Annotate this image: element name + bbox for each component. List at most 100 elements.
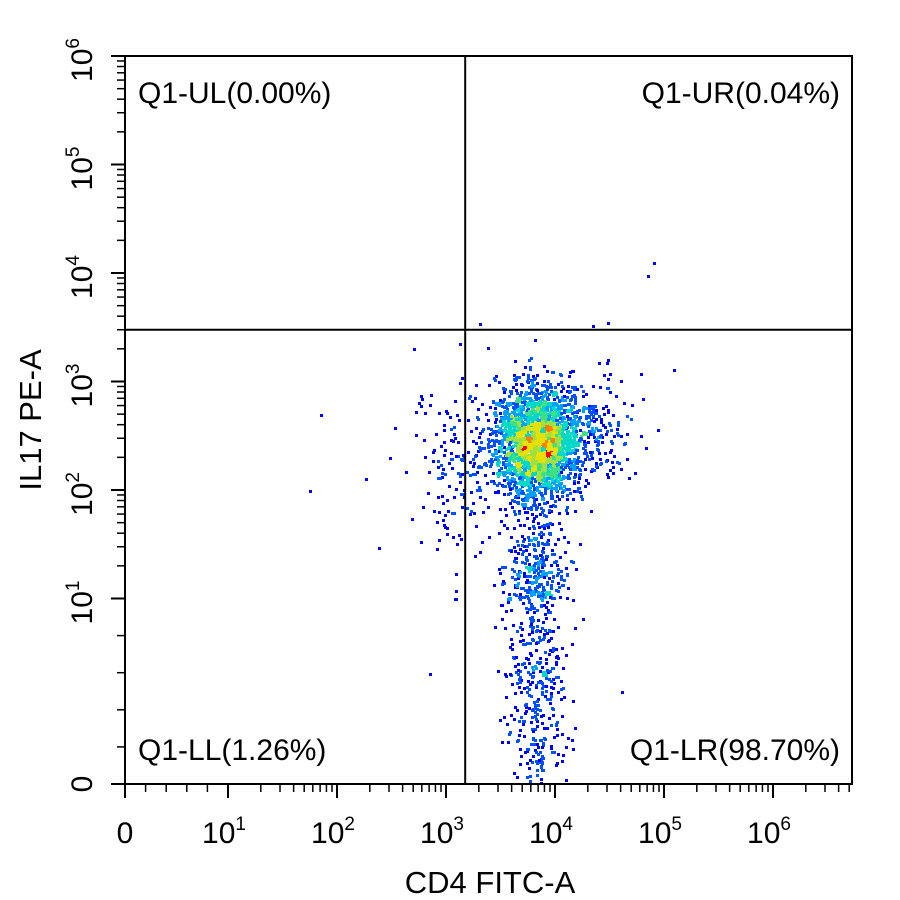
event-dot: [526, 421, 529, 424]
event-dot: [533, 611, 536, 614]
event-dot: [537, 619, 540, 622]
event-dot: [549, 649, 552, 652]
event-dot: [526, 591, 529, 594]
event-dot: [473, 462, 476, 465]
event-dot: [495, 434, 498, 437]
event-dot: [513, 472, 516, 475]
event-dot: [569, 371, 572, 374]
event-dot: [520, 755, 523, 758]
event-dot: [542, 593, 545, 596]
event-dot: [549, 402, 552, 405]
event-dot: [555, 440, 558, 443]
event-dot: [519, 432, 522, 435]
event-dot: [552, 575, 555, 578]
event-dot: [542, 395, 545, 398]
event-dot: [541, 566, 544, 569]
event-dot: [541, 564, 544, 567]
event-dot: [530, 385, 533, 388]
event-dot: [517, 574, 520, 577]
event-dot: [501, 444, 504, 447]
event-dot: [453, 426, 456, 429]
event-dot: [540, 462, 543, 465]
event-dot: [541, 627, 544, 630]
event-dot: [613, 435, 616, 438]
event-dot: [509, 417, 512, 420]
event-dot: [581, 498, 584, 501]
event-dot: [540, 536, 543, 539]
event-dot: [556, 721, 559, 724]
event-dot: [537, 437, 540, 440]
event-dot: [456, 543, 459, 546]
event-dot: [572, 422, 575, 425]
event-dot: [569, 468, 572, 471]
event-dot: [562, 416, 565, 419]
event-dot: [541, 542, 544, 545]
event-dot: [620, 380, 623, 383]
event-dot: [571, 395, 574, 398]
y-tick-label-group: 102: [63, 472, 99, 516]
event-dot: [538, 475, 541, 478]
event-dot: [532, 496, 535, 499]
event-dot: [508, 461, 511, 464]
event-dot: [604, 452, 607, 455]
event-dot: [507, 404, 510, 407]
event-dot: [477, 450, 480, 453]
event-dot: [447, 510, 450, 513]
event-dot: [620, 435, 623, 438]
event-dot: [528, 422, 531, 425]
event-dot: [537, 464, 540, 467]
event-dot: [590, 419, 593, 422]
event-dot: [510, 714, 513, 717]
event-dot: [572, 406, 575, 409]
event-dot: [523, 443, 526, 446]
event-dot: [518, 396, 521, 399]
event-dot: [546, 669, 549, 672]
event-dot: [512, 386, 515, 389]
event-dot: [451, 512, 454, 515]
event-dot: [556, 480, 559, 483]
event-dot: [546, 727, 549, 730]
event-dot: [527, 495, 530, 498]
event-dot: [534, 410, 537, 413]
event-dot: [503, 438, 506, 441]
event-dot: [550, 692, 553, 695]
event-dot: [535, 686, 538, 689]
event-dot: [573, 480, 576, 483]
event-dot: [540, 715, 543, 718]
event-dot: [503, 391, 506, 394]
event-dot: [606, 430, 609, 433]
event-dot: [570, 420, 573, 423]
event-dot: [519, 626, 522, 629]
event-dot: [522, 492, 525, 495]
event-dot: [475, 442, 478, 445]
event-dot: [595, 412, 598, 415]
event-dot: [551, 667, 554, 670]
event-dot: [533, 454, 536, 457]
event-dot: [508, 413, 511, 416]
event-dot: [554, 475, 557, 478]
event-dot: [523, 545, 526, 548]
event-dot: [556, 443, 559, 446]
event-dot: [479, 432, 482, 435]
event-dot: [521, 596, 524, 599]
event-dot: [566, 447, 569, 450]
event-dot: [565, 424, 568, 427]
event-dot: [541, 511, 544, 514]
event-dot: [538, 473, 541, 476]
event-dot: [519, 729, 522, 732]
event-dot: [553, 482, 556, 485]
event-dot: [523, 662, 526, 665]
event-dot: [572, 700, 575, 703]
event-dot: [528, 474, 531, 477]
event-dot: [525, 657, 528, 660]
event-dot: [499, 719, 502, 722]
event-dot: [532, 619, 535, 622]
event-dot: [551, 468, 554, 471]
event-dot: [531, 681, 534, 684]
event-dot: [530, 506, 533, 509]
event-dot: [560, 381, 563, 384]
event-dot: [562, 477, 565, 480]
event-dot: [487, 419, 490, 422]
event-dot: [459, 475, 462, 478]
event-dot: [566, 390, 569, 393]
